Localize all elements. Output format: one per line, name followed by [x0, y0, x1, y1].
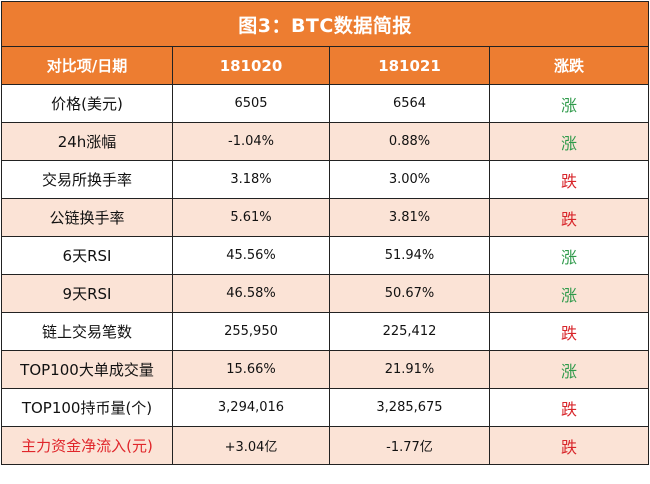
header-change: 涨跌 — [488, 46, 650, 85]
row-change: 涨 — [488, 236, 650, 275]
table-row: 24h涨幅 -1.04% 0.88% 涨 — [1, 122, 650, 161]
row-value-181021: -1.77亿 — [329, 426, 490, 465]
header-date-1: 181020 — [172, 46, 330, 85]
row-value-181020: +3.04亿 — [172, 426, 330, 465]
row-value-181020: -1.04% — [172, 122, 330, 161]
row-label: 交易所换手率 — [1, 160, 173, 199]
row-value-181020: 5.61% — [172, 198, 330, 237]
table-row: 9天RSI 46.58% 50.67% 涨 — [1, 274, 650, 313]
row-value-181021: 3,285,675 — [329, 388, 490, 427]
row-change: 涨 — [488, 274, 650, 313]
header-item: 对比项/日期 — [1, 46, 173, 85]
row-value-181020: 45.56% — [172, 236, 330, 275]
row-value-181020: 255,950 — [172, 312, 330, 351]
row-change: 涨 — [488, 122, 650, 161]
table-row: TOP100持币量(个) 3,294,016 3,285,675 跌 — [1, 388, 650, 427]
row-label: 24h涨幅 — [1, 122, 173, 161]
table-header-row: 对比项/日期 181020 181021 涨跌 — [1, 46, 650, 85]
row-label: 公链换手率 — [1, 198, 173, 237]
row-label: 主力资金净流入(元) — [1, 426, 173, 465]
table-row: 6天RSI 45.56% 51.94% 涨 — [1, 236, 650, 275]
row-value-181021: 21.91% — [329, 350, 490, 389]
row-label: TOP100持币量(个) — [1, 388, 173, 427]
row-label: TOP100大单成交量 — [1, 350, 173, 389]
table-title: 图3：BTC数据简报 — [0, 1, 650, 47]
row-value-181020: 15.66% — [172, 350, 330, 389]
row-value-181021: 50.67% — [329, 274, 490, 313]
row-value-181020: 46.58% — [172, 274, 330, 313]
row-change: 跌 — [488, 312, 650, 351]
table-row: TOP100大单成交量 15.66% 21.91% 涨 — [1, 350, 650, 389]
row-value-181021: 6564 — [329, 84, 490, 123]
row-label: 链上交易笔数 — [1, 312, 173, 351]
btc-brief-table: 图3：BTC数据简报 对比项/日期 181020 181021 涨跌 价格(美元… — [0, 1, 650, 465]
row-change: 跌 — [488, 198, 650, 237]
row-value-181020: 3,294,016 — [172, 388, 330, 427]
table-row: 公链换手率 5.61% 3.81% 跌 — [1, 198, 650, 237]
table-row: 交易所换手率 3.18% 3.00% 跌 — [1, 160, 650, 199]
row-value-181020: 3.18% — [172, 160, 330, 199]
table-row: 价格(美元) 6505 6564 涨 — [1, 84, 650, 123]
row-value-181021: 225,412 — [329, 312, 490, 351]
row-label: 6天RSI — [1, 236, 173, 275]
header-date-2: 181021 — [329, 46, 490, 85]
row-value-181021: 51.94% — [329, 236, 490, 275]
row-value-181021: 3.81% — [329, 198, 490, 237]
row-change: 跌 — [488, 426, 650, 465]
row-value-181021: 0.88% — [329, 122, 490, 161]
row-change: 跌 — [488, 388, 650, 427]
row-label: 9天RSI — [1, 274, 173, 313]
row-change: 涨 — [488, 84, 650, 123]
table-title-row: 图3：BTC数据简报 — [0, 1, 650, 47]
row-label: 价格(美元) — [1, 84, 173, 123]
row-change: 跌 — [488, 160, 650, 199]
row-change: 涨 — [488, 350, 650, 389]
table-row: 主力资金净流入(元) +3.04亿 -1.77亿 跌 — [1, 426, 650, 465]
row-value-181020: 6505 — [172, 84, 330, 123]
table-row: 链上交易笔数 255,950 225,412 跌 — [1, 312, 650, 351]
row-value-181021: 3.00% — [329, 160, 490, 199]
